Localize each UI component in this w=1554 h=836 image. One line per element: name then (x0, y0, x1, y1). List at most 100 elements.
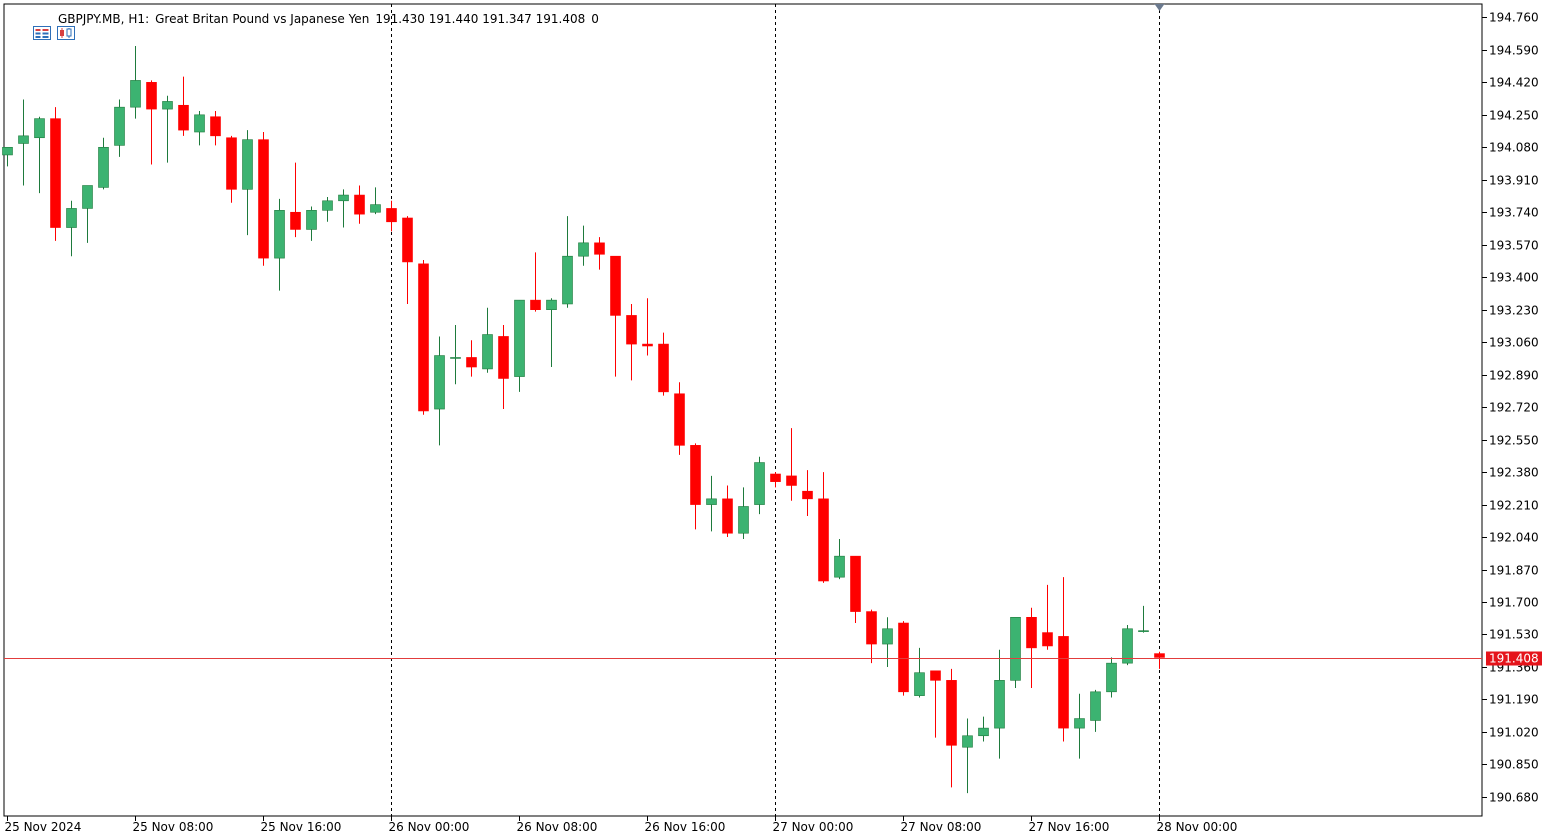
candle-body (610, 255, 621, 316)
candle (802, 470, 813, 517)
candle-body (754, 462, 765, 505)
candle-body (706, 498, 717, 505)
candle (754, 456, 765, 515)
candle (242, 130, 253, 236)
candle-body (370, 204, 381, 213)
candle (786, 428, 797, 501)
candle (402, 216, 413, 304)
y-tick-label: 194.250 (1489, 109, 1539, 123)
candle-body (466, 357, 477, 368)
candle-body (498, 336, 509, 379)
candle-body (146, 82, 157, 110)
candle (466, 340, 477, 377)
candle (18, 99, 29, 186)
candle (738, 487, 749, 539)
candle (546, 298, 557, 368)
candle-body (18, 135, 29, 144)
y-tick-label: 193.060 (1489, 336, 1539, 350)
candle (690, 443, 701, 530)
candle-body (786, 475, 797, 486)
candle (1026, 607, 1037, 688)
candles (2, 46, 1165, 794)
candle (194, 110, 205, 146)
candle-body (386, 208, 397, 223)
y-tick-label: 193.230 (1489, 304, 1539, 318)
candle-body (130, 80, 141, 108)
candle (226, 135, 237, 203)
x-tick-label: 25 Nov 08:00 (133, 820, 214, 834)
candle-body (50, 118, 61, 228)
day-separators (391, 4, 1165, 816)
y-tick-label: 190.850 (1489, 758, 1539, 772)
candle (210, 110, 221, 146)
candle (850, 555, 861, 624)
candle (66, 200, 77, 257)
y-tick-label: 193.910 (1489, 174, 1539, 188)
y-tick-label: 193.740 (1489, 206, 1539, 220)
candle-body (98, 146, 109, 188)
candle-body (82, 185, 93, 209)
candle-body (434, 355, 445, 410)
candle-body (1042, 632, 1053, 647)
candle (162, 95, 173, 163)
candle (962, 718, 973, 794)
candle (818, 472, 829, 583)
candle-body (562, 255, 573, 305)
time-axis: 25 Nov 2024 25 Nov 08:00 25 Nov 16:00 26 No… (5, 816, 1237, 834)
candle (946, 668, 957, 788)
plot-area (3, 3, 1483, 817)
candle-body (2, 146, 13, 156)
y-tick-label: 192.720 (1489, 401, 1539, 415)
candle (866, 609, 877, 664)
candle-body (1010, 616, 1021, 681)
candle-body (1026, 616, 1037, 649)
candle-body (594, 242, 605, 255)
candle (258, 132, 269, 266)
x-tick-label: 27 Nov 00:00 (773, 820, 854, 834)
y-tick-label: 192.550 (1489, 434, 1539, 448)
candle (562, 216, 573, 308)
candle-body (210, 116, 221, 137)
candle-body (34, 118, 45, 139)
candle (514, 299, 525, 392)
candle (178, 76, 189, 136)
candle (978, 716, 989, 742)
candle (1010, 616, 1021, 688)
y-tick-label: 191.190 (1489, 693, 1539, 707)
y-tick-label: 192.380 (1489, 466, 1539, 480)
candle-body (322, 200, 333, 211)
candle (50, 107, 61, 241)
candle-body (898, 622, 909, 693)
spread-value: 0 (591, 12, 599, 26)
candle-body (354, 194, 365, 215)
candlestick-icon[interactable] (34, 12, 75, 40)
candle (930, 670, 941, 738)
candle (434, 336, 445, 446)
symbol-label: GBPJPY.MB (58, 12, 121, 26)
x-tick-label: 25 Nov 16:00 (261, 820, 342, 834)
x-tick-label: 27 Nov 08:00 (901, 820, 982, 834)
y-tick-label: 190.680 (1489, 791, 1539, 805)
y-tick-label: 192.040 (1489, 531, 1539, 545)
candle (274, 198, 285, 291)
candle (610, 255, 621, 377)
candle-body (802, 490, 813, 500)
candle-body (674, 393, 685, 446)
candle (290, 162, 301, 238)
y-tick-label: 192.210 (1489, 499, 1539, 513)
candle (322, 196, 333, 222)
candle-body (1058, 636, 1069, 729)
candle (1106, 657, 1117, 698)
candle-body (482, 334, 493, 370)
candle (914, 647, 925, 698)
candle-body (306, 210, 317, 230)
chart-menu-icon[interactable] (10, 12, 51, 40)
candle-body (818, 498, 829, 582)
candle (1090, 689, 1101, 732)
candle (530, 252, 541, 312)
candle (1154, 651, 1165, 669)
candle-body (770, 473, 781, 482)
candle (130, 46, 141, 119)
